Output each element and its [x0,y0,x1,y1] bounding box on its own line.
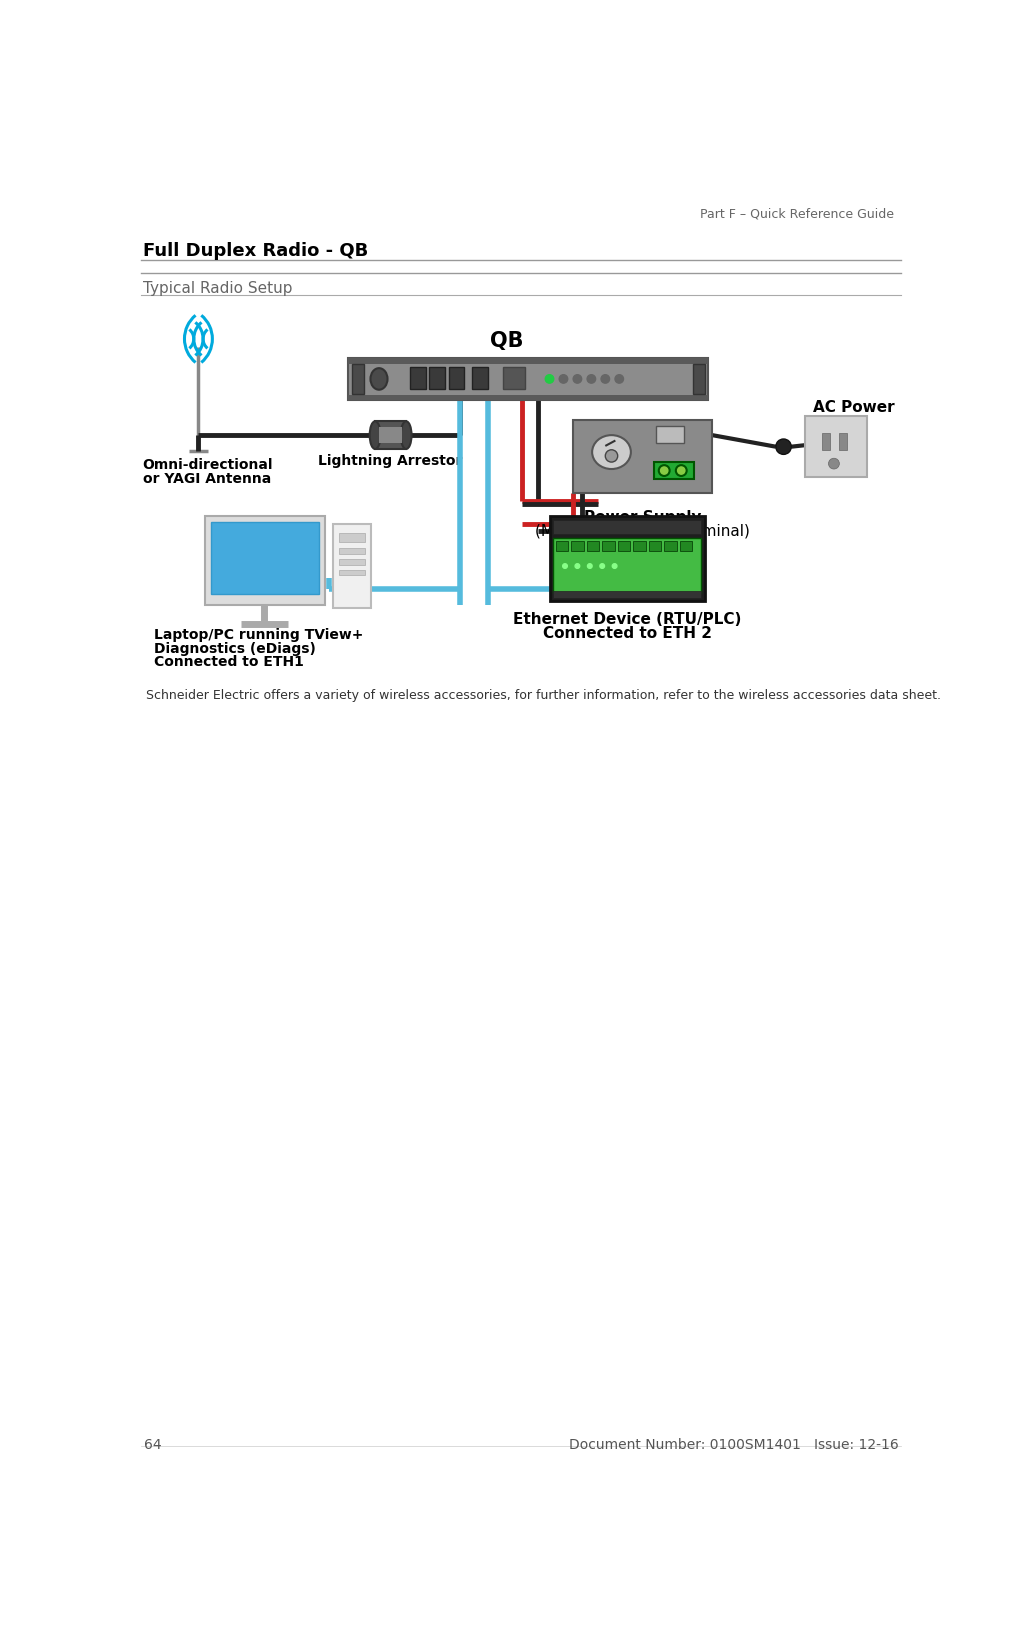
Bar [693,365,705,395]
Ellipse shape [401,421,412,449]
Bar [348,359,709,401]
Text: Document Number: 0100SM1401   Issue: 12-16: Document Number: 0100SM1401 Issue: 12-16 [569,1437,898,1452]
Text: AC Power: AC Power [813,401,894,416]
Bar [634,540,646,552]
Circle shape [562,563,567,568]
Text: Connected to ETH1: Connected to ETH1 [155,655,304,670]
Bar [839,432,847,450]
Bar [823,432,830,450]
Bar [617,540,631,552]
Text: -: - [674,437,677,447]
Bar [204,516,324,604]
Text: V: V [665,427,674,442]
Bar [549,516,705,601]
Text: (Mains to 13.8 Vdc nominal): (Mains to 13.8 Vdc nominal) [535,524,750,539]
Bar [572,540,584,552]
Bar [352,365,363,395]
Text: Diagnostics (eDiags): Diagnostics (eDiags) [155,642,316,655]
Text: Full Duplex Radio - QB: Full Duplex Radio - QB [142,242,368,260]
Bar [429,367,444,390]
Bar [503,367,525,390]
Text: Power Supply: Power Supply [584,509,702,525]
Circle shape [574,375,582,383]
Bar [553,537,701,593]
Text: Omni-directional: Omni-directional [142,458,274,471]
Text: Typical Radio Setup: Typical Radio Setup [142,282,292,296]
Text: Lightning Arrestor: Lightning Arrestor [318,455,463,468]
Text: Part F – Quick Reference Guide: Part F – Quick Reference Guide [701,208,894,221]
Bar [348,359,709,363]
Circle shape [601,375,609,383]
Circle shape [575,563,580,568]
Circle shape [600,563,604,568]
Ellipse shape [370,368,387,390]
Bar [649,540,661,552]
Bar [587,540,599,552]
Bar [805,416,868,478]
Text: +: + [657,437,666,447]
Circle shape [588,563,592,568]
Text: Schneider Electric offers a variety of wireless accessories, for further informa: Schneider Electric offers a variety of w… [146,689,942,702]
Text: 64: 64 [144,1437,162,1452]
Text: QB: QB [490,331,524,352]
Bar [573,419,712,493]
Circle shape [612,563,617,568]
Circle shape [776,439,791,455]
Text: Ethernet Device (RTU/PLC): Ethernet Device (RTU/PLC) [513,612,741,627]
Bar [339,534,365,542]
Bar [555,540,569,552]
Bar [211,522,318,594]
Bar [654,462,695,480]
Circle shape [615,375,623,383]
Bar [448,367,464,390]
Bar [333,524,371,609]
Circle shape [829,458,839,470]
Bar [375,421,406,449]
Bar [602,540,614,552]
Bar [553,591,701,599]
Ellipse shape [370,421,380,449]
Bar [339,570,365,575]
Bar [472,367,487,390]
Bar [339,560,365,565]
Circle shape [545,375,554,383]
Bar [656,426,683,444]
Bar [379,427,403,444]
Text: Laptop/PC running TView+: Laptop/PC running TView+ [155,627,364,642]
Bar [348,395,709,401]
Text: or YAGI Antenna: or YAGI Antenna [142,471,271,486]
Circle shape [659,465,669,476]
Ellipse shape [592,435,631,470]
Circle shape [605,450,617,462]
Bar [410,367,425,390]
Circle shape [587,375,596,383]
Bar [679,540,693,552]
Circle shape [559,375,567,383]
Bar [664,540,676,552]
Bar [339,548,365,553]
Text: Connected to ETH 2: Connected to ETH 2 [542,625,712,642]
Circle shape [676,465,686,476]
Bar [553,521,701,534]
